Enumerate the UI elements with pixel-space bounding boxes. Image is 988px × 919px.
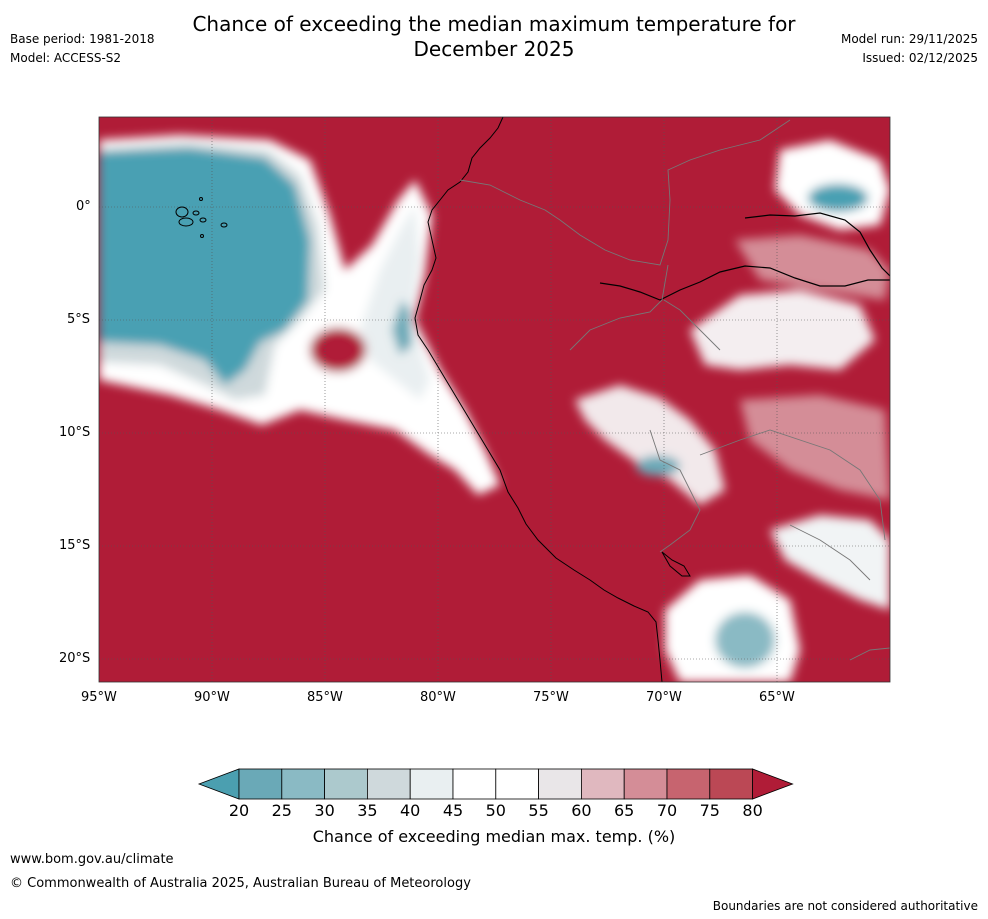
- colorbar-tick-label: 70: [656, 801, 678, 820]
- lat-label-20s: 20°S: [59, 651, 91, 666]
- lon-label-75w: 75°W: [533, 690, 569, 705]
- below-median-patch-south: [715, 612, 775, 668]
- below-median-zone-west: [99, 148, 310, 385]
- colorbar-tick-label: 20: [228, 801, 250, 820]
- model-run: Model run: 29/11/2025: [840, 32, 978, 46]
- colorbar-segment-35-40: [366, 768, 411, 800]
- colorbar-segment-50-55: [495, 768, 539, 800]
- colorbar-segment-45-50: [452, 768, 497, 800]
- above-median-zone-east: [740, 395, 890, 500]
- title-line-2: December 2025: [413, 37, 575, 61]
- lon-label-95w: 95°W: [81, 690, 117, 705]
- title-line-1: Chance of exceeding the median maximum t…: [192, 12, 796, 36]
- neutral-tongue-coast: [360, 205, 430, 400]
- colorbar-segment-55-60: [538, 768, 582, 800]
- map-title: Chance of exceeding the median maximum t…: [0, 12, 988, 62]
- colorbar-extend-low: [197, 768, 240, 800]
- colorbar-tick-label: 65: [614, 801, 635, 820]
- colorbar-tick-label: 60: [571, 801, 592, 820]
- colorbar-segment-70-75: [666, 768, 711, 800]
- issued-date: Issued: 02/12/2025: [862, 51, 978, 65]
- colorbar-tick-label: 35: [357, 801, 378, 820]
- lon-label-90w: 90°W: [194, 690, 230, 705]
- colorbar-segment-75-80: [709, 768, 753, 800]
- below-median-patch-andes: [636, 456, 680, 476]
- base-period: Base period: 1981-2018: [10, 32, 155, 46]
- model-name: Model: ACCESS-S2: [10, 51, 122, 65]
- lat-label-15s: 15°S: [59, 538, 91, 553]
- map-frame: [98, 116, 891, 683]
- colorbar-segment-20-25: [238, 768, 283, 800]
- colorbar: [197, 768, 794, 800]
- colorbar-tick-label: 55: [528, 801, 549, 820]
- lon-label-65w: 65°W: [759, 690, 795, 705]
- colorbar-segment-65-70: [623, 768, 668, 800]
- lon-label-70w: 70°W: [646, 690, 682, 705]
- lon-label-80w: 80°W: [420, 690, 456, 705]
- neutral-zone-southeast: [770, 515, 890, 610]
- colorbar-extend-high: [752, 768, 794, 800]
- colorbar-tick-label: 45: [442, 801, 464, 820]
- map-field: [99, 117, 890, 682]
- colorbar-tick-label: 50: [485, 801, 506, 820]
- colorbar-segment-30-35: [324, 768, 368, 800]
- graticule: [99, 117, 890, 682]
- country-borders: [459, 119, 890, 661]
- amazon-river: [599, 265, 890, 301]
- below-median-patch-northeast: [808, 184, 868, 212]
- lat-label-5s: 5°S: [67, 312, 91, 327]
- lake-titicaca: [661, 551, 691, 577]
- above-median-patch-west: [310, 328, 366, 372]
- colorbar-tick-label: 40: [400, 801, 421, 820]
- colorbar-segment-40-45: [409, 768, 454, 800]
- neutral-zone-andes: [575, 385, 725, 505]
- below-median-tongue-coast: [392, 300, 412, 355]
- colorbar-label: Chance of exceeding median max. temp. (%…: [312, 827, 676, 846]
- galapagos-islands: [175, 197, 228, 238]
- lat-label-10s: 10°S: [59, 425, 91, 440]
- colorbar-segment-60-65: [580, 768, 625, 800]
- lon-label-85w: 85°W: [307, 690, 343, 705]
- colorbar-tick-label: 75: [699, 801, 720, 820]
- colorbar-tick-label: 30: [314, 801, 335, 820]
- colorbar-tick-label: 25: [271, 801, 292, 820]
- colorbar-segment-25-30: [281, 768, 326, 800]
- colorbar-tick-label: 80: [742, 801, 763, 820]
- coastline: [414, 117, 663, 682]
- copyright-notice: © Commonwealth of Australia 2025, Austra…: [10, 876, 471, 891]
- lat-label-0: 0°: [76, 199, 91, 214]
- website-link[interactable]: www.bom.gov.au/climate: [10, 852, 174, 867]
- boundaries-disclaimer: Boundaries are not considered authoritat…: [712, 899, 978, 913]
- neutral-zone-east: [690, 290, 875, 370]
- northeast-coast: [744, 212, 890, 277]
